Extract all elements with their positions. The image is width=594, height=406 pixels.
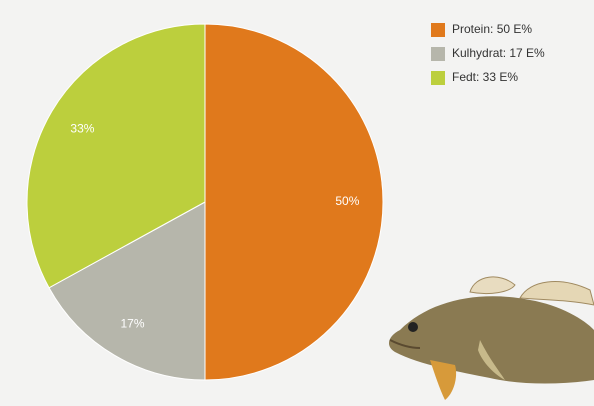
legend-swatch	[431, 71, 445, 85]
pie-slice	[26, 23, 206, 289]
legend-swatch	[431, 23, 445, 37]
data-label: 50%	[335, 194, 359, 208]
data-label: 33%	[70, 122, 94, 136]
data-label: 17%	[120, 317, 144, 331]
pie-slice	[48, 201, 206, 381]
legend-label: Fedt: 33 E%	[452, 70, 518, 84]
legend-label: Protein: 50 E%	[452, 22, 532, 36]
fish-illustration	[388, 276, 594, 400]
pie-slice	[204, 23, 384, 381]
legend-swatch	[431, 47, 445, 61]
legend-label: Kulhydrat: 17 E%	[452, 46, 545, 60]
